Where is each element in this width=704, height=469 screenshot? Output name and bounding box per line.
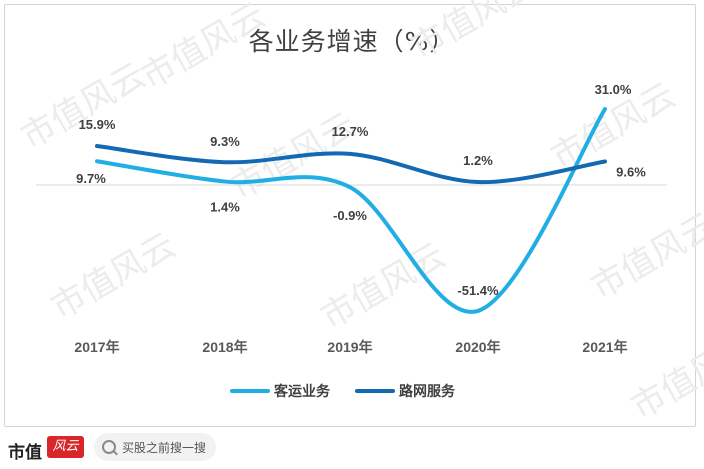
data-label: -0.9% <box>333 208 367 223</box>
data-label: 9.7% <box>76 171 106 186</box>
brand-logo-mark: 风云 <box>47 436 84 458</box>
x-tick-label: 2018年 <box>202 339 247 355</box>
x-tick-label: 2017年 <box>74 339 119 355</box>
data-label: 31.0% <box>595 82 632 97</box>
search-placeholder: 买股之前搜一搜 <box>122 441 207 455</box>
watermark-text: 市值风云 <box>135 0 273 98</box>
legend-label-1: 路网服务 <box>399 383 456 400</box>
watermark-text: 市值风云 <box>625 325 704 428</box>
data-label: 9.6% <box>616 164 646 179</box>
data-label: 12.7% <box>332 124 369 139</box>
data-label: 1.4% <box>210 200 240 215</box>
data-label: -51.4% <box>457 283 499 298</box>
data-label: 9.3% <box>210 134 240 149</box>
legend-label-0: 客运业务 <box>273 383 331 400</box>
brand-logo-text: 市值 <box>8 443 42 463</box>
watermark-text: 市值风云 <box>585 205 704 308</box>
watermark-text: 市值风云 <box>15 55 153 158</box>
x-tick-label: 2019年 <box>327 339 372 355</box>
footer-bar: 市值 风云 买股之前搜一搜 <box>0 428 704 469</box>
data-label: 15.9% <box>79 117 116 132</box>
series-line-1 <box>95 144 607 185</box>
search-box[interactable]: 买股之前搜一搜 <box>94 433 216 461</box>
search-icon <box>102 440 116 454</box>
series-line-0 <box>95 107 607 314</box>
chart-card <box>4 4 696 427</box>
data-label: 1.2% <box>463 153 493 168</box>
watermark-text: 市值风云 <box>45 225 183 328</box>
watermark-text: 市值风云 <box>405 0 543 68</box>
x-tick-label: 2020年 <box>455 339 500 355</box>
x-tick-label: 2021年 <box>582 339 627 355</box>
chart-title: 各业务增速（%） <box>248 27 456 56</box>
